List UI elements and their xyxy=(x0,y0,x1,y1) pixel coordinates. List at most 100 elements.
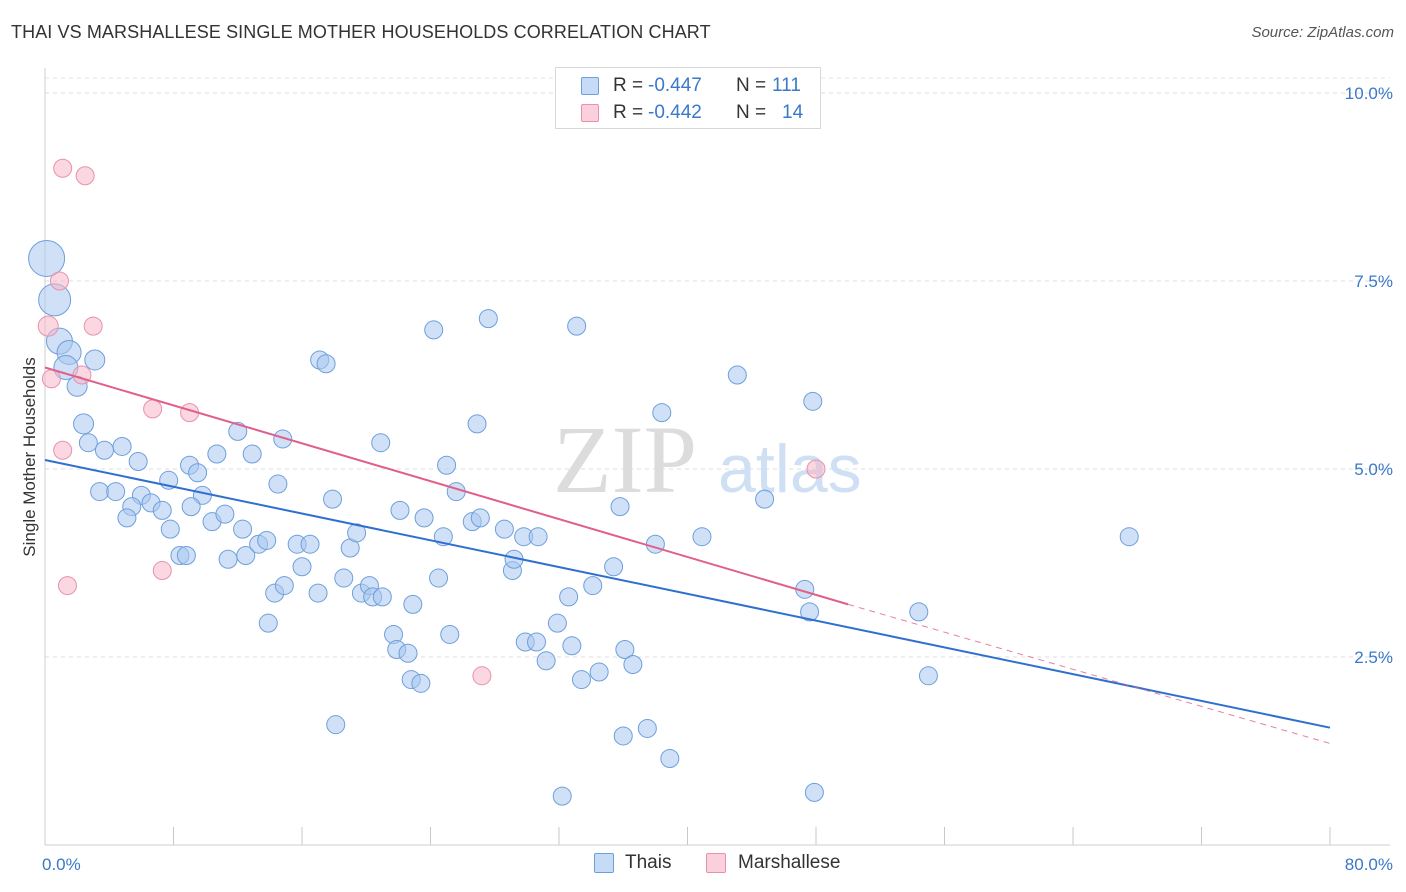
tick-labels: 2.5% 5.0% 7.5% 10.0% 0.0% 80.0% xyxy=(42,84,1393,874)
point-thais xyxy=(188,463,208,483)
point-thais xyxy=(218,549,238,569)
point-thais xyxy=(562,636,582,656)
point-thais xyxy=(372,587,392,607)
point-thais xyxy=(547,613,567,633)
point-thais xyxy=(323,489,343,509)
point-thais xyxy=(112,436,132,456)
point-thais xyxy=(160,519,180,539)
point-thais xyxy=(559,587,579,607)
point-thais xyxy=(918,666,938,686)
legend-n-value: 111 xyxy=(772,75,801,96)
point-thais xyxy=(804,782,824,802)
point-thais xyxy=(692,527,712,547)
point-thais xyxy=(73,413,95,435)
point-thais xyxy=(424,320,444,340)
chart-title: THAI VS MARSHALLESE SINGLE MOTHER HOUSEH… xyxy=(11,22,711,42)
legend-r-label: R = xyxy=(613,102,644,123)
point-thais xyxy=(727,365,747,385)
point-marshallese xyxy=(143,399,163,419)
point-marshallese xyxy=(72,365,92,385)
point-thais xyxy=(567,316,587,336)
point-thais xyxy=(258,613,278,633)
series-label-thais: Thais xyxy=(625,852,672,873)
point-thais xyxy=(403,594,423,614)
point-thais xyxy=(371,433,391,453)
point-thais xyxy=(755,489,775,509)
y-tick-label: 10.0% xyxy=(1345,84,1393,103)
point-marshallese xyxy=(57,576,77,596)
point-marshallese xyxy=(37,315,59,337)
grid-lines xyxy=(45,77,1390,658)
point-thais xyxy=(613,726,633,746)
point-thais xyxy=(429,568,449,588)
point-thais xyxy=(390,500,410,520)
point-thais xyxy=(803,391,823,411)
point-thais xyxy=(274,576,294,596)
legend-r-label: R = xyxy=(613,75,644,96)
point-thais xyxy=(398,643,418,663)
point-thais xyxy=(292,557,312,577)
point-thais xyxy=(623,655,643,675)
point-thais xyxy=(411,673,431,693)
point-marshallese xyxy=(75,166,95,186)
point-thais xyxy=(128,452,148,471)
point-thais xyxy=(414,508,434,528)
watermark-atlas: atlas xyxy=(718,431,862,507)
point-thais xyxy=(228,421,248,441)
point-thais xyxy=(437,455,457,475)
point-thais xyxy=(478,309,498,329)
point-marshallese xyxy=(41,369,61,389)
point-thais xyxy=(637,718,657,738)
point-thais xyxy=(615,639,635,659)
point-thais xyxy=(268,474,288,494)
point-thais xyxy=(652,403,672,423)
legend-n-label: N = xyxy=(736,75,767,96)
point-thais xyxy=(467,414,487,434)
point-thais xyxy=(494,519,514,539)
point-thais xyxy=(176,545,196,565)
y-tick-label: 2.5% xyxy=(1354,648,1393,667)
point-thais xyxy=(528,527,548,547)
legend-n-label: N = xyxy=(736,102,767,123)
legend-swatch-marshallese xyxy=(581,104,599,122)
point-marshallese xyxy=(53,440,73,460)
legend-r-value: -0.447 xyxy=(648,75,702,96)
point-thais xyxy=(583,576,603,596)
point-thais xyxy=(28,239,66,277)
y-tick-label: 7.5% xyxy=(1354,272,1393,291)
point-thais xyxy=(440,624,460,644)
chart-source: Source: ZipAtlas.com xyxy=(1251,24,1394,41)
point-thais xyxy=(536,651,556,671)
trend-lines xyxy=(44,366,1331,744)
trendline-thais xyxy=(44,459,1331,729)
series-label-marshallese: Marshallese xyxy=(738,852,841,873)
series-swatch-thais xyxy=(594,853,614,873)
point-thais xyxy=(106,482,126,502)
point-thais xyxy=(215,504,235,524)
legend-n-value: 14 xyxy=(782,102,804,123)
point-thais xyxy=(94,440,114,460)
point-thais xyxy=(207,444,227,464)
point-thais xyxy=(527,632,547,652)
point-thais xyxy=(334,568,354,588)
point-thais xyxy=(242,444,262,464)
point-marshallese xyxy=(806,459,826,479)
point-thais xyxy=(308,583,328,603)
point-marshallese xyxy=(152,561,172,581)
data-points xyxy=(28,158,1139,806)
point-thais xyxy=(571,670,591,690)
point-thais xyxy=(78,433,98,453)
point-marshallese xyxy=(472,666,492,686)
point-thais xyxy=(589,662,609,682)
point-thais xyxy=(604,557,624,577)
point-thais xyxy=(326,715,346,735)
legend-swatch-thais xyxy=(581,77,599,95)
point-thais xyxy=(800,602,820,622)
point-marshallese xyxy=(53,158,73,178)
point-thais xyxy=(610,497,630,517)
x-tick-label: 80.0% xyxy=(1345,855,1393,874)
point-thais xyxy=(1119,527,1139,547)
point-thais xyxy=(909,602,929,622)
axes xyxy=(44,68,1390,846)
